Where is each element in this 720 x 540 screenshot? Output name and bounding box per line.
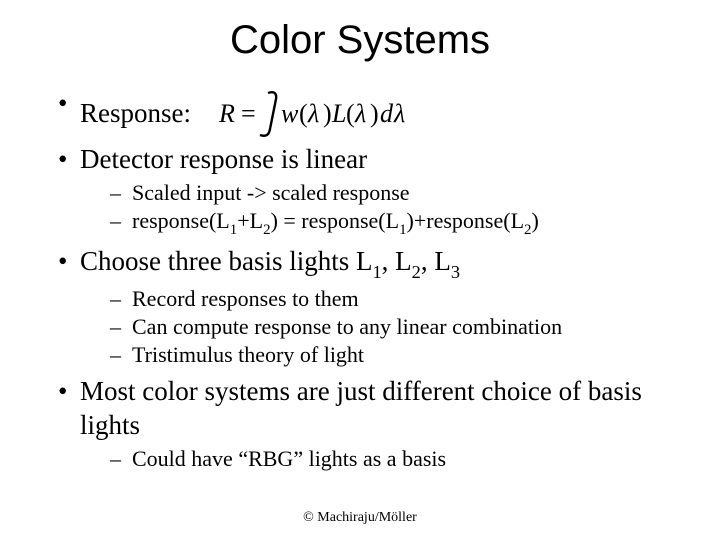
bullet-basis-lights: Choose three basis lights L1, L2, L3 Rec… bbox=[58, 245, 680, 369]
formula-L: L bbox=[331, 99, 346, 128]
response-formula: R = w ( λ ) L ( λ ) d λ bbox=[219, 87, 429, 141]
detector-linear-text: Detector response is linear bbox=[80, 144, 367, 174]
sub-scaled-input: Scaled input -> scaled response bbox=[110, 179, 680, 207]
formula-R: R bbox=[219, 99, 235, 128]
formula-w: w bbox=[281, 99, 299, 128]
sub-tristimulus: Tristimulus theory of light bbox=[110, 341, 680, 369]
response-line: Response: R = w ( λ ) L ( bbox=[80, 87, 680, 141]
slide: Color Systems Response: R = w ( λ ) bbox=[0, 0, 720, 540]
sub-record-responses: Record responses to them bbox=[110, 285, 680, 313]
bullet-list: Response: R = w ( λ ) L ( bbox=[58, 87, 680, 473]
slide-footer: © Machiraju/Möller bbox=[0, 510, 720, 526]
sub-rbg-basis: Could have “RBG” lights as a basis bbox=[110, 445, 680, 473]
basis-sublist: Record responses to them Can compute res… bbox=[110, 285, 680, 369]
bullet-color-systems: Most color systems are just different ch… bbox=[58, 375, 680, 473]
bullet-detector-linear: Detector response is linear Scaled input… bbox=[58, 143, 680, 239]
formula-lam1: λ bbox=[307, 99, 319, 128]
sub-response-sum: response(L1+L2) = response(L1)+response(… bbox=[110, 207, 680, 240]
formula-lp1: ( bbox=[299, 99, 308, 128]
formula-lam2: λ bbox=[354, 99, 366, 128]
formula-eq: = bbox=[241, 99, 256, 128]
detector-sublist: Scaled input -> scaled response response… bbox=[110, 179, 680, 240]
formula-lp2: ( bbox=[346, 99, 355, 128]
bullet-response: Response: R = w ( λ ) L ( bbox=[58, 87, 680, 141]
integral-sign bbox=[260, 92, 276, 136]
formula-d: d bbox=[380, 99, 394, 128]
slide-title: Color Systems bbox=[40, 18, 680, 63]
response-label: Response: bbox=[80, 97, 191, 131]
formula-lam3: λ bbox=[393, 99, 405, 128]
color-systems-sublist: Could have “RBG” lights as a basis bbox=[110, 445, 680, 473]
color-systems-text: Most color systems are just different ch… bbox=[80, 376, 642, 440]
formula-rp1: ) bbox=[323, 99, 332, 128]
sub-linear-combination: Can compute response to any linear combi… bbox=[110, 313, 680, 341]
formula-rp2: ) bbox=[370, 99, 379, 128]
